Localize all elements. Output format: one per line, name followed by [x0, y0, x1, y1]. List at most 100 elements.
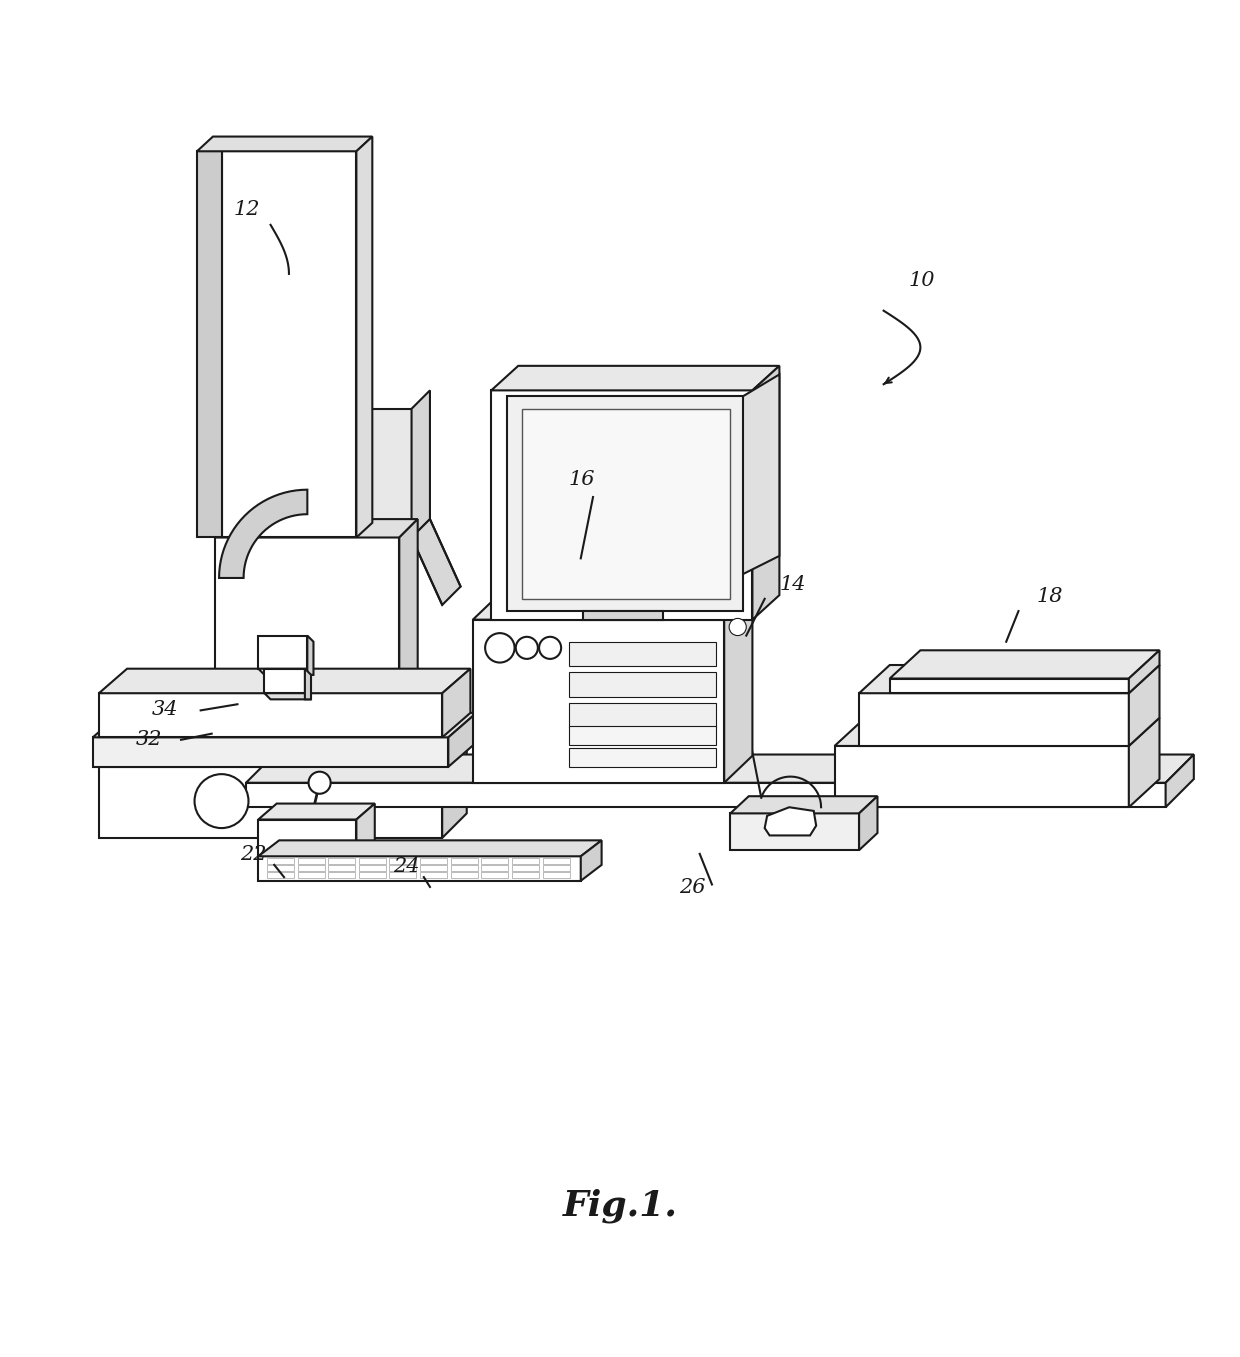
Polygon shape	[258, 803, 374, 820]
Polygon shape	[264, 669, 305, 693]
Polygon shape	[308, 635, 314, 674]
Polygon shape	[358, 864, 386, 871]
Polygon shape	[449, 712, 476, 767]
Polygon shape	[443, 742, 466, 837]
Text: 10: 10	[908, 271, 935, 290]
Polygon shape	[258, 840, 601, 856]
Polygon shape	[568, 749, 715, 767]
Polygon shape	[197, 137, 372, 151]
Polygon shape	[451, 873, 477, 878]
Polygon shape	[420, 864, 448, 871]
Polygon shape	[743, 375, 780, 574]
Polygon shape	[356, 408, 412, 537]
Polygon shape	[890, 678, 1128, 693]
Text: 14: 14	[780, 575, 806, 594]
Text: Fig.1.: Fig.1.	[563, 1189, 677, 1223]
Polygon shape	[298, 864, 325, 871]
Polygon shape	[216, 520, 418, 537]
Polygon shape	[1166, 754, 1194, 807]
Polygon shape	[258, 856, 580, 881]
Polygon shape	[481, 873, 508, 878]
Polygon shape	[568, 726, 715, 745]
Polygon shape	[512, 873, 539, 878]
Polygon shape	[859, 797, 878, 849]
Polygon shape	[859, 693, 1128, 746]
Polygon shape	[267, 873, 294, 878]
Text: 16: 16	[568, 470, 595, 489]
Polygon shape	[329, 873, 355, 878]
Polygon shape	[356, 137, 372, 537]
Polygon shape	[264, 693, 311, 699]
Text: 24: 24	[393, 858, 419, 877]
Circle shape	[195, 773, 248, 828]
Polygon shape	[216, 537, 399, 693]
Polygon shape	[1128, 718, 1159, 807]
Polygon shape	[451, 864, 477, 871]
Polygon shape	[412, 520, 460, 605]
Polygon shape	[580, 840, 601, 881]
Polygon shape	[219, 490, 308, 578]
Polygon shape	[99, 767, 443, 837]
Polygon shape	[543, 873, 569, 878]
Polygon shape	[491, 366, 780, 391]
Polygon shape	[93, 712, 476, 737]
Polygon shape	[730, 813, 859, 849]
Text: 26: 26	[678, 878, 706, 897]
Polygon shape	[859, 665, 1159, 693]
Polygon shape	[451, 858, 477, 863]
Polygon shape	[724, 593, 753, 783]
Polygon shape	[522, 408, 730, 598]
Polygon shape	[481, 864, 508, 871]
Polygon shape	[491, 391, 753, 620]
Polygon shape	[512, 858, 539, 863]
Text: 34: 34	[151, 700, 179, 719]
Polygon shape	[258, 635, 308, 669]
Polygon shape	[197, 151, 222, 537]
Polygon shape	[358, 858, 386, 863]
Polygon shape	[472, 593, 753, 620]
Polygon shape	[835, 746, 1128, 807]
Text: 18: 18	[1037, 588, 1064, 607]
Polygon shape	[389, 858, 417, 863]
Polygon shape	[358, 873, 386, 878]
Polygon shape	[507, 396, 743, 611]
Circle shape	[729, 619, 746, 635]
Polygon shape	[389, 873, 417, 878]
Polygon shape	[420, 873, 448, 878]
Polygon shape	[246, 783, 1166, 807]
Polygon shape	[481, 858, 508, 863]
Polygon shape	[305, 669, 311, 699]
Polygon shape	[420, 858, 448, 863]
Polygon shape	[267, 858, 294, 863]
Polygon shape	[568, 703, 715, 727]
Polygon shape	[93, 737, 449, 767]
Polygon shape	[329, 858, 355, 863]
Polygon shape	[298, 858, 325, 863]
Polygon shape	[329, 864, 355, 871]
Polygon shape	[99, 669, 470, 693]
Polygon shape	[246, 754, 1194, 783]
Polygon shape	[568, 642, 715, 666]
Polygon shape	[753, 366, 780, 620]
Polygon shape	[99, 693, 443, 737]
Polygon shape	[765, 807, 816, 836]
Polygon shape	[258, 669, 314, 674]
Circle shape	[309, 772, 331, 794]
Circle shape	[485, 634, 515, 662]
Polygon shape	[835, 718, 1159, 746]
Text: 32: 32	[135, 730, 162, 749]
Polygon shape	[222, 151, 356, 537]
Polygon shape	[583, 611, 663, 620]
Circle shape	[539, 636, 562, 660]
Polygon shape	[730, 797, 878, 813]
Polygon shape	[1128, 665, 1159, 746]
Polygon shape	[389, 864, 417, 871]
Text: 22: 22	[239, 845, 267, 864]
Polygon shape	[412, 391, 430, 537]
Text: 12: 12	[234, 199, 260, 218]
Polygon shape	[543, 864, 569, 871]
Circle shape	[516, 636, 538, 660]
Polygon shape	[472, 620, 724, 783]
Polygon shape	[443, 669, 470, 737]
Polygon shape	[1128, 650, 1159, 693]
